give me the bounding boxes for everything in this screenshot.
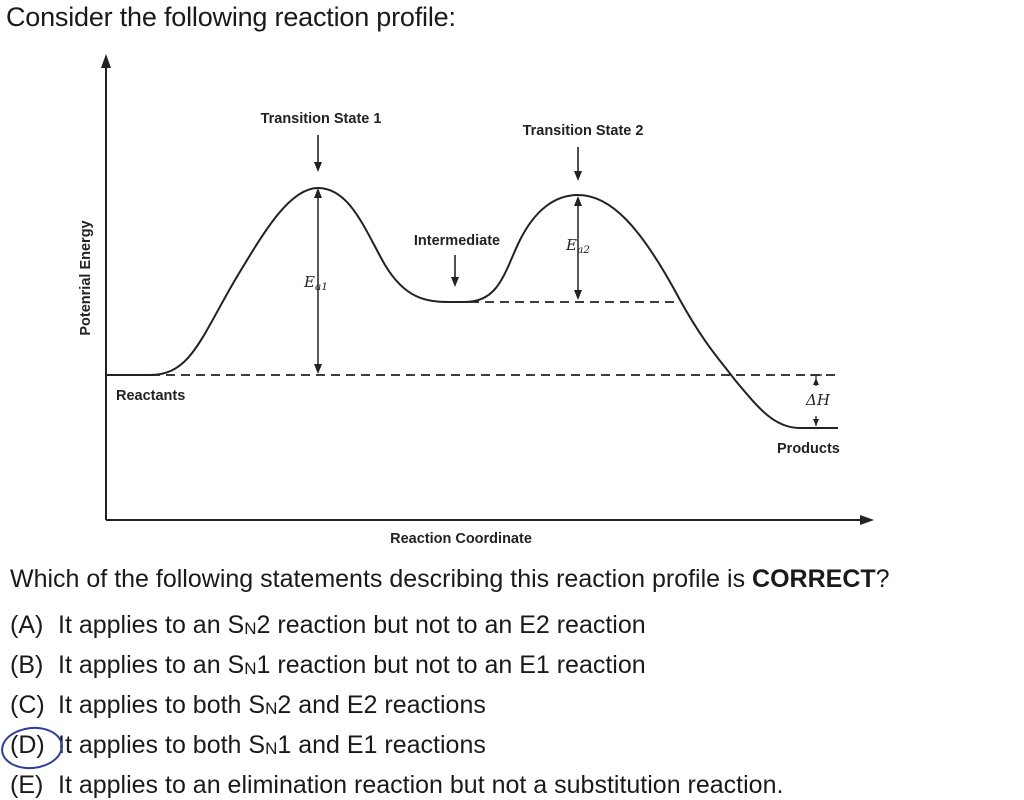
delta-h-label: ΔH <box>805 391 831 409</box>
ea1-label: Ea1 <box>303 273 328 293</box>
option-e[interactable]: (E) It applies to an elimination reaction… <box>10 771 784 799</box>
option-a[interactable]: (A) It applies to an SN2 reaction but not… <box>10 611 646 639</box>
axes <box>105 62 866 521</box>
ea1-arrow <box>314 188 322 374</box>
delta-h-arrow <box>810 374 822 426</box>
x-axis-label: Reaction Coordinate <box>390 531 532 547</box>
energy-curve <box>106 186 838 429</box>
y-axis-arrowhead <box>101 54 111 68</box>
intermediate-label: Intermediate <box>414 233 500 249</box>
ts1-label: Transition State 1 <box>261 111 382 127</box>
ts2-pointer-arrow <box>574 147 582 181</box>
intermediate-pointer-arrow <box>451 255 459 287</box>
question-text: Which of the following statements descri… <box>10 565 890 593</box>
ts2-label: Transition State 2 <box>523 123 644 139</box>
ts1-pointer-arrow <box>314 135 322 172</box>
option-c[interactable]: (C) It applies to both SN2 and E2 reactio… <box>10 691 486 719</box>
ea2-arrow <box>574 196 582 300</box>
option-b[interactable]: (B) It applies to an SN1 reaction but not… <box>10 651 646 679</box>
prompt-text: Consider the following reaction profile: <box>6 2 456 32</box>
reaction-profile-diagram: Transition State 1 Transition State 2 In… <box>78 54 874 547</box>
products-label: Products <box>777 441 840 457</box>
reactants-label: Reactants <box>116 388 185 404</box>
y-axis-label: Potenrial Energy <box>78 220 94 335</box>
x-axis-arrowhead <box>860 515 874 525</box>
option-d[interactable]: (D) It applies to both SN1 and E1 reactio… <box>10 731 486 759</box>
